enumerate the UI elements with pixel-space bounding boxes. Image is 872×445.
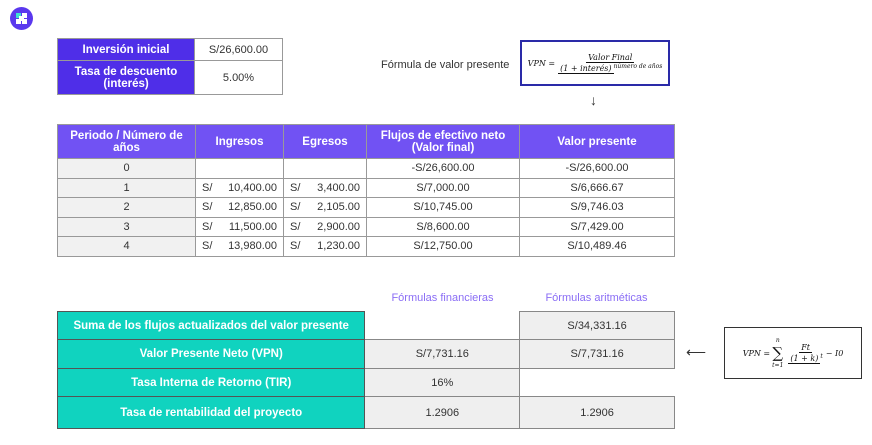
- summary-table: Suma de los flujos actualizados del valo…: [56, 311, 675, 429]
- cell-egresos[interactable]: S/3,400.00: [283, 177, 367, 198]
- formula2-tail: − I0: [825, 348, 844, 358]
- summary-row: Tasa Interna de Retorno (TIR) 16%: [56, 368, 675, 397]
- formula-present-value: VPN = Valor Final (1 + interés) número de …: [520, 40, 670, 86]
- value-tasa[interactable]: 5.00%: [194, 60, 283, 95]
- currency-symbol: S/: [202, 240, 213, 253]
- cell-financieras[interactable]: 16%: [364, 368, 521, 397]
- formula2-lower: t=1: [772, 362, 784, 369]
- summary-label: Tasa de rentabilidad del proyecto: [56, 396, 366, 429]
- formula2-lhs: VPN =: [742, 348, 771, 358]
- cell-egresos: 2,105.00: [317, 201, 360, 214]
- cell-egresos: 3,400.00: [317, 181, 360, 194]
- cell-flujo[interactable]: S/8,600.00: [366, 216, 520, 237]
- cell-egresos[interactable]: S/2,900.00: [283, 216, 367, 237]
- cell-period[interactable]: 1: [57, 177, 196, 198]
- cell-aritmeticas[interactable]: S/34,331.16: [519, 311, 675, 340]
- currency-symbol: S/: [290, 240, 301, 253]
- label-formulas-financieras: Fórmulas financieras: [391, 292, 494, 304]
- table-row: 4 S/13,980.00 S/1,230.00 S/12,750.00 S/10,48…: [57, 236, 675, 257]
- cell-ingresos[interactable]: [195, 158, 284, 179]
- summary-row: Suma de los flujos actualizados del valo…: [56, 311, 675, 340]
- summary-row: Tasa de rentabilidad del proyecto 1.2906 1…: [56, 396, 675, 429]
- formula2-denominator: (1 + k): [788, 354, 821, 365]
- cell-egresos[interactable]: [283, 158, 367, 179]
- cell-aritmeticas[interactable]: [519, 368, 675, 397]
- formula-denominator: (1 + interés): [558, 64, 614, 75]
- label-tasa: Tasa de descuento (interés): [57, 60, 195, 95]
- sum-icon: ∑: [772, 344, 784, 362]
- cell-vp[interactable]: S/7,429.00: [519, 216, 675, 237]
- cell-vp[interactable]: S/10,489.46: [519, 236, 675, 257]
- currency-symbol: S/: [290, 201, 301, 214]
- cell-egresos[interactable]: S/2,105.00: [283, 197, 367, 218]
- cell-egresos: 1,230.00: [317, 240, 360, 253]
- cell-flujo[interactable]: S/12,750.00: [366, 236, 520, 257]
- formula2-upper: n: [775, 337, 780, 344]
- cashflow-table: Periodo / Número de años Ingresos Egresos F…: [57, 124, 675, 257]
- header-flujos: Flujos de efectivo neto (Valor final): [366, 124, 520, 159]
- cell-flujo[interactable]: -S/26,600.00: [366, 158, 520, 179]
- summary-row: Valor Presente Neto (VPN) S/7,731.16 S/7,7…: [56, 339, 675, 369]
- cell-ingresos[interactable]: S/11,500.00: [195, 216, 284, 237]
- cell-period[interactable]: 3: [57, 216, 196, 237]
- arrow-down-icon: ↓: [590, 92, 597, 108]
- formula-lhs: VPN =: [527, 58, 556, 68]
- formula-exponent: número de años: [613, 62, 663, 70]
- summary-label: Valor Presente Neto (VPN): [56, 339, 366, 369]
- table-row: 3 S/11,500.00 S/2,900.00 S/8,600.00 S/7,429.…: [57, 216, 675, 237]
- value-inversion[interactable]: S/26,600.00: [194, 38, 283, 61]
- summary-label: Tasa Interna de Retorno (TIR): [56, 368, 366, 397]
- currency-symbol: S/: [202, 181, 213, 194]
- label-formulas-aritmeticas: Fórmulas aritméticas: [545, 292, 648, 304]
- cell-ingresos[interactable]: S/13,980.00: [195, 236, 284, 257]
- cell-period[interactable]: 4: [57, 236, 196, 257]
- table-row: 0 -S/26,600.00 -S/26,600.00: [57, 158, 675, 179]
- cell-vp[interactable]: S/6,666.67: [519, 177, 675, 198]
- logo-icon: [10, 7, 33, 30]
- formula-vpn: VPN = n ∑ t=1 Ft (1 + k) t − I0: [724, 327, 862, 379]
- header-periodo: Periodo / Número de años: [57, 124, 196, 159]
- cell-financieras[interactable]: 1.2906: [364, 396, 521, 429]
- cell-aritmeticas[interactable]: 1.2906: [519, 396, 675, 429]
- cell-egresos: 2,900.00: [317, 220, 360, 233]
- cell-financieras[interactable]: S/7,731.16: [364, 339, 521, 369]
- formula2-exponent: t: [820, 352, 823, 360]
- arrow-left-icon: ⟵: [686, 344, 707, 360]
- currency-symbol: S/: [202, 220, 213, 233]
- table-row: 1 S/10,400.00 S/3,400.00 S/7,000.00 S/6,666.…: [57, 177, 675, 198]
- currency-symbol: S/: [290, 181, 301, 194]
- currency-symbol: S/: [290, 220, 301, 233]
- cell-ingresos[interactable]: S/12,850.00: [195, 197, 284, 218]
- header-egresos: Egresos: [283, 124, 367, 159]
- currency-symbol: S/: [202, 201, 213, 214]
- cell-ingresos: 11,500.00: [228, 220, 277, 233]
- cell-ingresos: 12,850.00: [228, 201, 277, 214]
- table-row: 2 S/12,850.00 S/2,105.00 S/10,745.00 S/9,746…: [57, 197, 675, 218]
- cell-flujo[interactable]: S/10,745.00: [366, 197, 520, 218]
- summary-label: Suma de los flujos actualizados del valo…: [56, 311, 366, 340]
- cell-period[interactable]: 2: [57, 197, 196, 218]
- cell-ingresos: 13,980.00: [228, 240, 277, 253]
- formula-numerator: Valor Final: [586, 52, 635, 63]
- formula2-numerator: Ft: [799, 342, 812, 353]
- cell-ingresos: 10,400.00: [228, 181, 277, 194]
- cell-flujo[interactable]: S/7,000.00: [366, 177, 520, 198]
- cell-vp[interactable]: -S/26,600.00: [519, 158, 675, 179]
- cell-egresos[interactable]: S/1,230.00: [283, 236, 367, 257]
- cell-vp[interactable]: S/9,746.03: [519, 197, 675, 218]
- header-ingresos: Ingresos: [195, 124, 284, 159]
- cell-ingresos[interactable]: S/10,400.00: [195, 177, 284, 198]
- formula-caption: Fórmula de valor presente: [381, 59, 510, 71]
- label-inversion: Inversión inicial: [57, 38, 195, 61]
- cell-aritmeticas[interactable]: S/7,731.16: [519, 339, 675, 369]
- inputs-table: Inversión inicial S/26,600.00 Tasa de des…: [57, 38, 283, 95]
- cell-financieras[interactable]: [364, 311, 520, 340]
- header-valor-presente: Valor presente: [519, 124, 675, 159]
- cell-period[interactable]: 0: [57, 158, 196, 179]
